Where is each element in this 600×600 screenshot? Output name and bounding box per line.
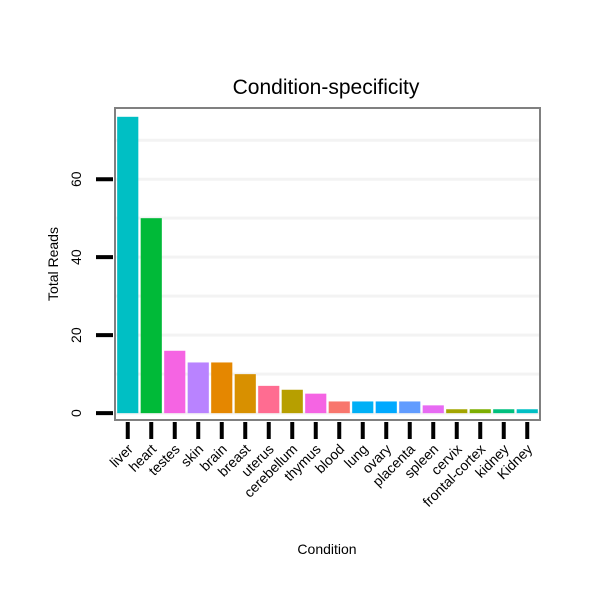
bar-spleen (422, 405, 444, 414)
y-tick-label: 60 (68, 171, 84, 187)
bar-uterus (258, 385, 280, 414)
bar-ovary (375, 401, 397, 414)
bar-kidney (493, 409, 515, 414)
gridlines (116, 138, 539, 415)
bar-skin (187, 362, 209, 414)
y-axis: 0 20 40 60 (68, 171, 113, 417)
bar-thymus (305, 393, 327, 414)
bar-cerebellum (281, 389, 303, 414)
bar-cervix (446, 409, 468, 414)
bars (117, 116, 538, 414)
bar-liver (117, 116, 139, 414)
bar-kidney (516, 409, 538, 414)
x-axis-label: Condition (297, 541, 356, 557)
bar-heart (140, 218, 162, 414)
bar-testes (164, 350, 186, 414)
y-tick-label: 0 (68, 409, 84, 417)
plot-panel-border (114, 107, 541, 421)
y-tick-label: 20 (68, 327, 84, 343)
y-tick-label: 40 (68, 249, 84, 265)
bar-brain (211, 362, 233, 414)
chart-title: Condition-specificity (233, 76, 420, 99)
bar-lung (352, 401, 374, 414)
y-axis-label: Total Reads (45, 227, 61, 301)
bar-blood (328, 401, 350, 414)
x-axis: liverhearttestesskinbrainbreastuteruscer… (106, 422, 535, 510)
bar-frontal-cortex (469, 409, 491, 414)
bar-breast (234, 374, 256, 414)
bar-placenta (399, 401, 421, 414)
